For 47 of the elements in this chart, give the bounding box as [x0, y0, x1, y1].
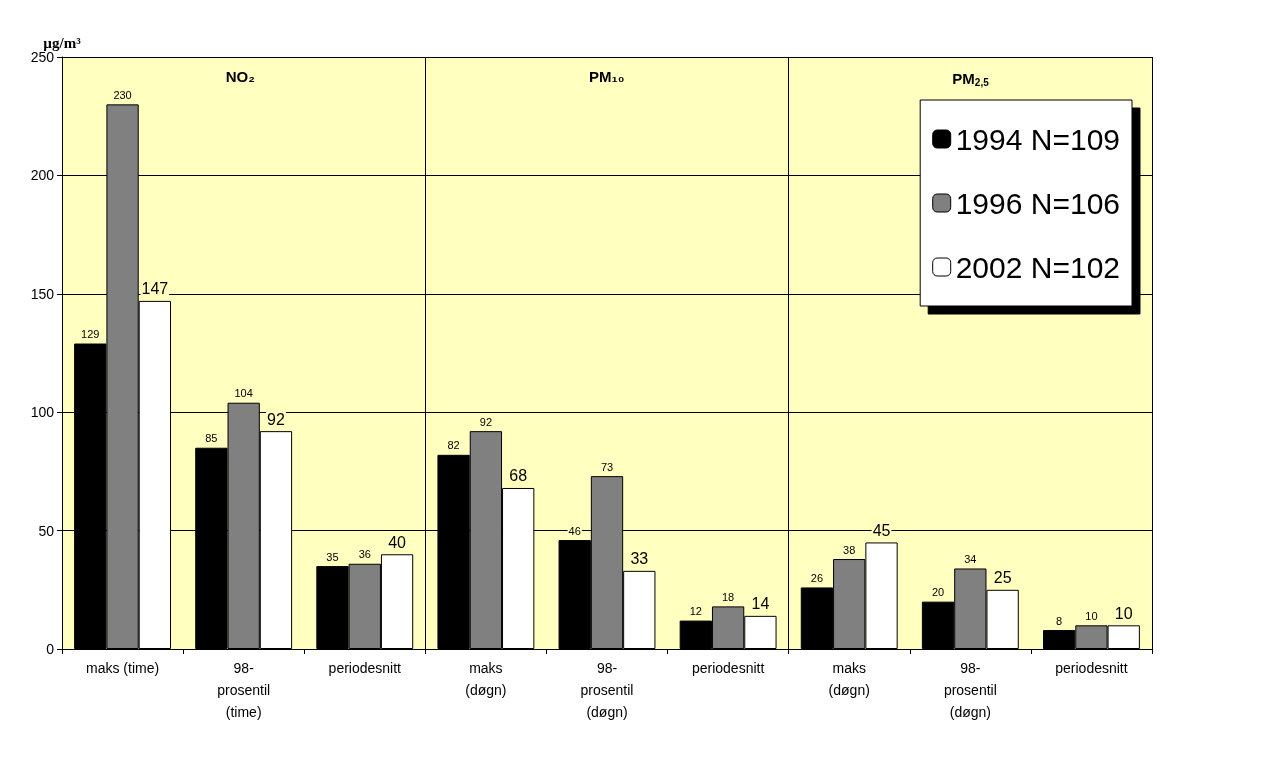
data-label: 38 [843, 543, 856, 556]
x-tick-label: maks (døgn) [828, 660, 870, 698]
legend-label: 1996 N=106 [955, 186, 1120, 220]
x-tick-label: 98- prosentil (døgn) [943, 660, 997, 720]
data-label: 25 [993, 569, 1012, 587]
data-label: 92 [479, 415, 493, 428]
x-tick-label: periodesnitt [328, 660, 402, 676]
annotation: NO₂ [225, 68, 255, 85]
data-label: 36 [358, 548, 371, 561]
data-label: 46 [568, 524, 581, 537]
data-label: 18 [721, 590, 735, 603]
data-label: 35 [326, 550, 339, 563]
data-label: 20 [931, 586, 945, 599]
data-label: 129 [81, 328, 100, 341]
y-tick-label: 0 [46, 641, 55, 657]
data-label: 40 [388, 533, 407, 551]
data-label: 73 [600, 460, 614, 473]
y-tick-label: 150 [30, 285, 55, 302]
data-label: 104 [234, 387, 253, 400]
data-label: 85 [205, 432, 218, 445]
data-label: 45 [872, 521, 891, 539]
data-label: 230 [113, 88, 132, 101]
data-label: 92 [267, 410, 285, 428]
data-label: 68 [509, 467, 528, 485]
data-label: 26 [810, 571, 824, 584]
data-label: 34 [964, 552, 977, 565]
x-tick-label: periodesnitt [1055, 660, 1128, 676]
y-tick-label: 100 [30, 404, 55, 421]
data-label: 12 [689, 605, 702, 618]
x-tick-label: 98- prosentil (time) [217, 660, 271, 720]
x-tick-label: maks (døgn) [465, 660, 507, 698]
data-label: 10 [1114, 604, 1133, 622]
x-tick-label: periodesnitt [691, 660, 765, 676]
legend-label: 2002 N=102 [955, 250, 1120, 284]
data-label: 10 [1085, 609, 1098, 622]
data-label: 147 [141, 280, 169, 298]
annotation: PM₁₀ [589, 68, 625, 85]
data-label: 33 [630, 550, 649, 568]
data-label: 8 [1056, 614, 1063, 627]
data-label: 82 [447, 439, 460, 452]
y-axis-title: µg/m³ [43, 34, 82, 51]
legend-label: 1994 N=109 [955, 122, 1120, 156]
x-tick-label: 98- prosentil (døgn) [580, 660, 634, 720]
y-tick-label: 50 [38, 522, 55, 539]
x-tick-label: maks (time) [85, 660, 160, 676]
data-label: 14 [751, 595, 770, 613]
y-tick-label: 200 [30, 167, 55, 184]
